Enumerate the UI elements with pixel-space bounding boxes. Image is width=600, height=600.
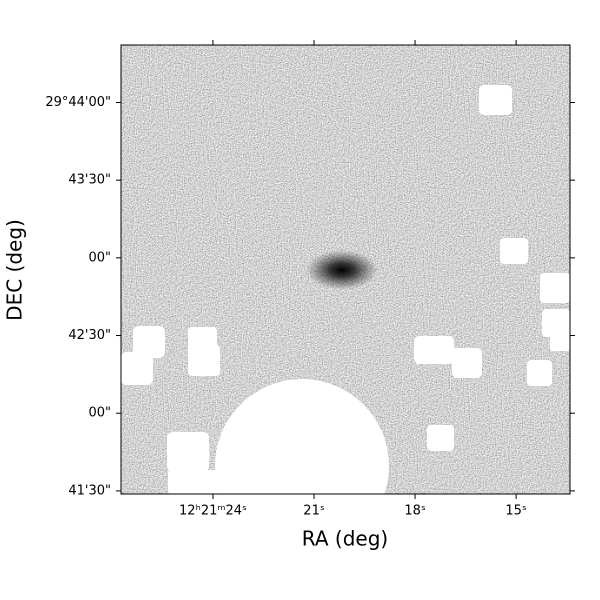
y-tick-label: 00" — [88, 250, 111, 265]
plot-frame — [120, 44, 571, 495]
y-tick-label: 29°44'00" — [45, 95, 111, 110]
y-tick-label: 41'30" — [68, 483, 111, 498]
x-axis-label: RA (deg) — [302, 527, 388, 551]
image — [121, 45, 570, 494]
x-tick-label: 18ˢ — [404, 504, 426, 519]
x-tick-label: 15ˢ — [505, 504, 527, 519]
x-tick-label: 21ˢ — [303, 504, 325, 519]
galaxy — [306, 250, 378, 290]
y-tick-label: 00" — [88, 406, 111, 421]
y-tick-label: 42'30" — [68, 328, 111, 343]
x-tick-label: 12ʰ21ᵐ24ˢ — [179, 504, 247, 519]
masks — [121, 85, 570, 494]
y-axis-label: DEC (deg) — [3, 219, 27, 321]
y-tick-label: 43'30" — [68, 173, 111, 188]
